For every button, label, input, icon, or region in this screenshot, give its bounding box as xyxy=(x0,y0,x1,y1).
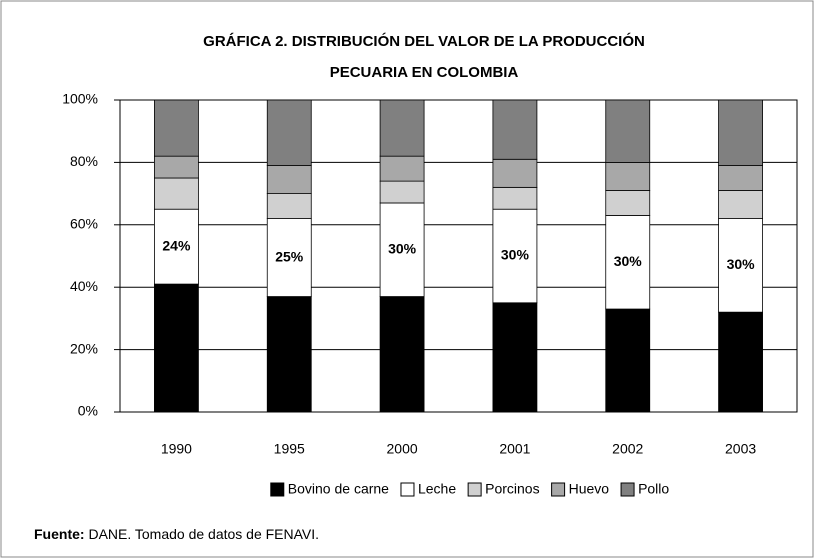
bar-segment xyxy=(718,165,763,191)
legend-swatch xyxy=(270,482,285,497)
source: Fuente: DANE. Tomado de datos de FENAVI. xyxy=(34,526,319,542)
legend-swatch xyxy=(620,482,635,497)
chart-subtitle: PECUARIA EN COLOMBIA xyxy=(330,64,519,81)
data-label: 30% xyxy=(614,253,643,269)
bar-segment xyxy=(266,193,312,219)
bar-segment xyxy=(605,99,651,163)
data-label: 41% xyxy=(162,375,191,391)
bar-segment xyxy=(379,99,425,157)
bar-segment xyxy=(492,302,538,413)
data-label: 30% xyxy=(727,256,756,272)
data-label: 24% xyxy=(162,237,191,253)
bar-segment xyxy=(605,161,651,191)
bar-segment xyxy=(718,311,763,413)
bar-segment xyxy=(154,155,199,179)
bar-segment xyxy=(718,190,763,219)
x-tick-label: 1995 xyxy=(274,441,305,457)
bar-segment xyxy=(379,180,425,204)
bar-segment xyxy=(266,296,312,413)
data-label: 30% xyxy=(501,247,530,263)
y-tick-label: 100% xyxy=(62,91,98,107)
bar-segment xyxy=(492,208,538,304)
y-tick-label: 0% xyxy=(78,403,98,419)
source-label: Fuente: xyxy=(34,526,85,542)
data-label: 30% xyxy=(388,240,417,256)
plot-area xyxy=(119,99,798,413)
bar-segment xyxy=(379,155,425,182)
x-tick-label: 1990 xyxy=(161,441,192,457)
bar-segment xyxy=(492,99,538,160)
y-tick-label: 40% xyxy=(70,278,98,294)
source-text: DANE. Tomado de datos de FENAVI. xyxy=(88,526,319,542)
bar-segment xyxy=(154,177,199,210)
legend-swatch xyxy=(551,482,566,497)
data-label: 33% xyxy=(614,375,643,391)
bar-segment xyxy=(605,190,651,216)
bar-segment xyxy=(492,186,538,210)
bar-segment xyxy=(718,99,763,166)
legend-label: Porcinos xyxy=(485,481,539,497)
x-tick-label: 2001 xyxy=(499,441,530,457)
legend-swatch xyxy=(467,482,482,497)
bar-segment xyxy=(266,165,312,195)
data-label: 32% xyxy=(727,375,756,391)
data-label: 37% xyxy=(275,375,304,391)
y-tick-label: 80% xyxy=(70,153,98,169)
bar-segment xyxy=(605,215,651,310)
legend-label: Bovino de carne xyxy=(288,481,389,497)
y-tick-label: 20% xyxy=(70,340,98,356)
bar-segment xyxy=(154,283,199,413)
bar-segment xyxy=(605,308,651,413)
bar-segment xyxy=(379,296,425,413)
x-tick-label: 2003 xyxy=(725,441,756,457)
data-label: 35% xyxy=(501,375,530,391)
data-label: 25% xyxy=(275,248,304,264)
x-tick-label: 2002 xyxy=(612,441,643,457)
legend-label: Leche xyxy=(418,481,456,497)
chart-title: GRÁFICA 2. DISTRIBUCIÓN DEL VALOR DE LA … xyxy=(203,32,645,50)
y-tick-label: 60% xyxy=(70,216,98,232)
legend-label: Pollo xyxy=(638,481,669,497)
x-tick-label: 2000 xyxy=(387,441,418,457)
bar-segment xyxy=(154,99,199,157)
bar-segment xyxy=(718,218,763,313)
bar-segment xyxy=(266,99,312,166)
data-label: 37% xyxy=(388,375,417,391)
legend-label: Huevo xyxy=(569,481,610,497)
legend-swatch xyxy=(400,482,415,497)
bar-segment xyxy=(492,158,538,188)
